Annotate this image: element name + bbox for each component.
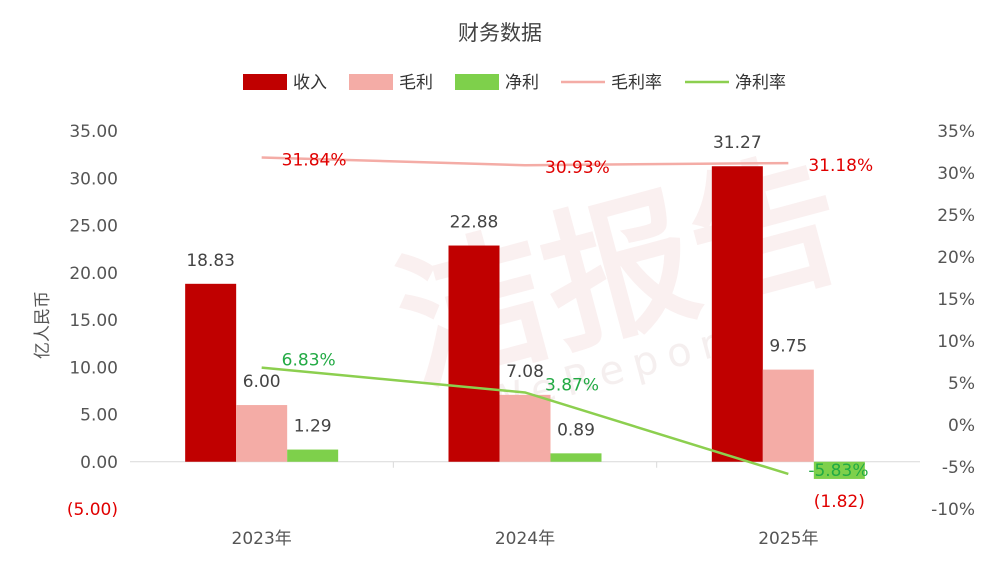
y2-tick-label: 15%: [937, 290, 975, 310]
data-labels: 18.83 22.88 31.27 6.00 7.08 9.75 1.29 0.89 (1.82…: [186, 133, 873, 512]
data-label: 22.88: [450, 213, 499, 233]
y2-tick-label: 20%: [937, 248, 975, 268]
bars: [185, 166, 865, 479]
x-tick-label: 2023年: [232, 529, 292, 549]
data-label: 9.75: [769, 337, 807, 357]
y-tick-label: 30.00: [69, 169, 118, 189]
bar-毛利: [236, 405, 288, 462]
data-label: 18.83: [186, 251, 235, 271]
y2-axis-ticks: -10% -5% 0% 5% 10% 15% 20% 25% 30% 35%: [931, 122, 975, 520]
y2-tick-label: 30%: [937, 164, 975, 184]
bar-毛利: [762, 369, 814, 462]
legend-swatch-毛利: [349, 74, 393, 90]
chart-title: 财务数据: [458, 21, 542, 45]
y-tick-label: 5.00: [80, 406, 118, 426]
legend-label: 收入: [293, 73, 327, 93]
line-label: -5.83%: [808, 461, 868, 481]
line-label: 31.84%: [282, 151, 347, 171]
y2-tick-label: -5%: [942, 458, 975, 478]
y2-tick-label: -10%: [931, 500, 975, 520]
line-label: 30.93%: [545, 158, 610, 178]
data-label: 1.29: [294, 417, 332, 437]
y2-tick-label: 25%: [937, 206, 975, 226]
y-tick-label: (5.00): [67, 500, 118, 520]
y-tick-label: 15.00: [69, 311, 118, 331]
legend: 收入 毛利 净利 毛利率 净利率: [243, 73, 786, 93]
x-axis-ticks: 2023年 2024年 2025年: [232, 461, 818, 549]
line-label: 3.87%: [545, 375, 599, 395]
lines: [261, 156, 789, 476]
line-label: 6.83%: [282, 351, 336, 371]
data-label: 7.08: [506, 362, 544, 382]
y2-tick-label: 5%: [948, 374, 975, 394]
bar-净利: [287, 449, 339, 462]
legend-label: 毛利率: [611, 73, 662, 93]
data-label: 31.27: [713, 133, 762, 153]
line-净利率: [261, 366, 789, 476]
bar-收入: [185, 283, 237, 462]
legend-swatch-收入: [243, 74, 287, 90]
y-tick-label: 35.00: [69, 122, 118, 142]
bar-收入: [711, 166, 763, 462]
y-tick-label: 10.00: [69, 358, 118, 378]
bar-收入: [448, 245, 500, 462]
legend-label: 净利率: [735, 73, 786, 93]
legend-swatch-净利: [455, 74, 499, 90]
line-label: 31.18%: [808, 156, 873, 176]
line-毛利率: [261, 156, 789, 167]
data-label: 0.89: [557, 420, 595, 440]
y-tick-label: 20.00: [69, 264, 118, 284]
x-tick-label: 2024年: [495, 529, 555, 549]
y-tick-label: 0.00: [80, 453, 118, 473]
y2-tick-label: 35%: [937, 122, 975, 142]
bar-毛利: [499, 394, 551, 462]
y-axis-label: 亿人民币: [33, 291, 53, 359]
y2-tick-label: 10%: [937, 332, 975, 352]
legend-label: 净利: [505, 73, 539, 93]
x-tick-label: 2025年: [758, 529, 818, 549]
y-axis-ticks: (5.00) 0.00 5.00 10.00 15.00 20.00 25.00 30.00 3…: [67, 122, 118, 520]
legend-label: 毛利: [399, 73, 433, 93]
data-label: 6.00: [243, 372, 281, 392]
y2-tick-label: 0%: [948, 416, 975, 436]
y-tick-label: 25.00: [69, 217, 118, 237]
data-label: (1.82): [814, 492, 865, 512]
bar-净利: [813, 461, 865, 479]
bar-净利: [550, 453, 602, 462]
